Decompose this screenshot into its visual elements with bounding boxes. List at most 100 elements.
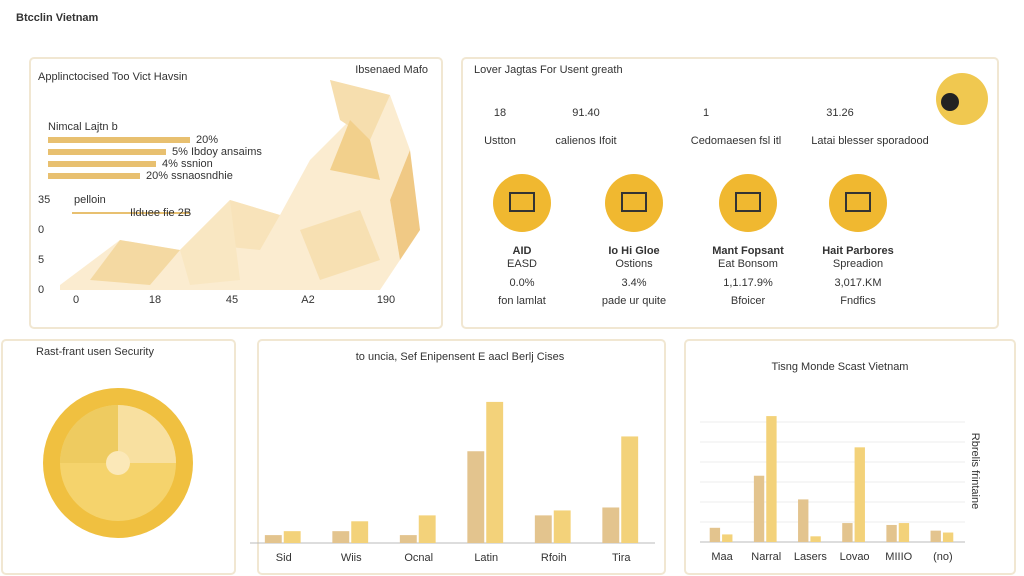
y-label: 35 (38, 194, 50, 206)
y-label: 0 (38, 224, 44, 236)
bar (898, 523, 910, 542)
feature-glyph (509, 192, 535, 212)
legend-bar (48, 149, 166, 155)
stat-value: 1 (703, 107, 709, 119)
feature-sub: Ostions (615, 258, 653, 270)
x-label: 0 (73, 294, 79, 306)
bar (602, 507, 620, 543)
bar (351, 521, 369, 543)
x-tick-label: Rfoih (541, 552, 567, 564)
bar (264, 535, 282, 543)
bar (621, 436, 639, 543)
legend-bar (48, 173, 140, 179)
x-label: 18 (149, 294, 161, 306)
feature-note: Fndfics (840, 295, 876, 307)
feature-glyph (845, 192, 871, 212)
bar (766, 416, 777, 542)
feature-note: Bfoicer (731, 295, 766, 307)
x-tick-label: MIIIO (885, 551, 912, 563)
feature-name: Hait Parbores (822, 245, 894, 257)
x-tick-label: Sid (276, 552, 292, 564)
bar-label: 4% ssnion (162, 158, 213, 170)
legend-bar (48, 161, 156, 167)
x-tick-label: Tira (612, 552, 631, 564)
map (60, 80, 420, 290)
chart-title: to uncia, Sef Enipensent E aacl Berlj Ci… (356, 351, 565, 363)
bar (722, 534, 733, 542)
x-tick-label: Maa (711, 551, 733, 563)
feature-name: Mant Fopsant (712, 245, 784, 257)
legend: Nimcal Lajtn b (48, 121, 118, 133)
feature-note: fon lamlat (498, 295, 546, 307)
panel-title: Lover Jagtas For Usent greath (474, 64, 623, 76)
feature-value: 3,017.KM (834, 277, 881, 289)
feature-icon (829, 174, 887, 232)
bar (942, 532, 954, 542)
feature-sub: EASD (507, 258, 537, 270)
bar (399, 535, 417, 543)
x-label: A2 (301, 294, 314, 306)
x-label: 190 (377, 294, 395, 306)
feature-icon (605, 174, 663, 232)
feature-name: Io Hi Gloe (608, 245, 659, 257)
bar (753, 475, 765, 542)
x-tick-label: Latin (474, 552, 498, 564)
legend-bar (48, 137, 190, 143)
panel-title: Applinctocised Too Vict Havsin (38, 71, 187, 83)
bar (534, 515, 552, 543)
stat-label: calienos Ifoit (555, 135, 616, 147)
bar (283, 531, 301, 543)
bar (467, 451, 485, 543)
feature-note: pade ur quite (602, 295, 666, 307)
y-axis-label: Rbrelis frintaine (969, 433, 981, 509)
bar (553, 510, 571, 543)
feature-value: 3.4% (621, 277, 646, 289)
stat-value: 91.40 (572, 107, 600, 119)
feature-glyph (621, 192, 647, 212)
map-label: pelloin (74, 194, 106, 206)
feature-sub: Spreadion (833, 258, 883, 270)
x-tick-label: Lovao (840, 551, 870, 563)
stat-value: 18 (494, 107, 506, 119)
bar (886, 524, 897, 542)
chart-title: Tisng Monde Scast Vietnam (772, 361, 909, 373)
bar (810, 536, 821, 542)
y-label: 5 (38, 254, 44, 266)
x-tick-label: Narral (751, 551, 781, 563)
y-label: 0 (38, 284, 44, 296)
feature-glyph (735, 192, 761, 212)
bar (842, 523, 853, 542)
bar-label: 5% Ibdoy ansaims (172, 146, 262, 158)
bar (418, 515, 436, 543)
x-tick-label: Ocnal (404, 552, 433, 564)
bar (798, 499, 809, 542)
map-label: Ilduee fie 2B (130, 207, 191, 219)
bar-label: 20% (196, 134, 218, 146)
note: Ibsenaed Mafo (355, 64, 428, 76)
x-tick-label: Lasers (794, 551, 828, 563)
feature-name: AID (513, 245, 532, 257)
stat-label: Latai blesser sporadood (811, 135, 928, 147)
x-tick-label: (no) (933, 551, 953, 563)
x-tick-label: Wiis (341, 552, 362, 564)
bar (709, 527, 721, 542)
bar (930, 530, 941, 542)
security-donut (43, 388, 193, 538)
feature-icon (719, 174, 777, 232)
bar-label: 20% ssnaosndhie (146, 170, 233, 182)
feature-sub: Eat Bonsom (718, 258, 778, 270)
feature-value: 1,1.17.9% (723, 277, 773, 289)
logo (936, 73, 988, 125)
stat-label: Cedomaesen fsl itl (691, 135, 782, 147)
stat-label: Ustton (484, 135, 516, 147)
x-label: 45 (226, 294, 238, 306)
bar (486, 401, 504, 543)
bar (332, 531, 350, 543)
stat-value: 31.26 (826, 107, 854, 119)
bar (854, 447, 865, 542)
feature-icon (493, 174, 551, 232)
page-title: Btcclin Vietnam (16, 12, 99, 24)
panel-title: Rast-frant usen Security (36, 346, 154, 358)
feature-value: 0.0% (509, 277, 534, 289)
